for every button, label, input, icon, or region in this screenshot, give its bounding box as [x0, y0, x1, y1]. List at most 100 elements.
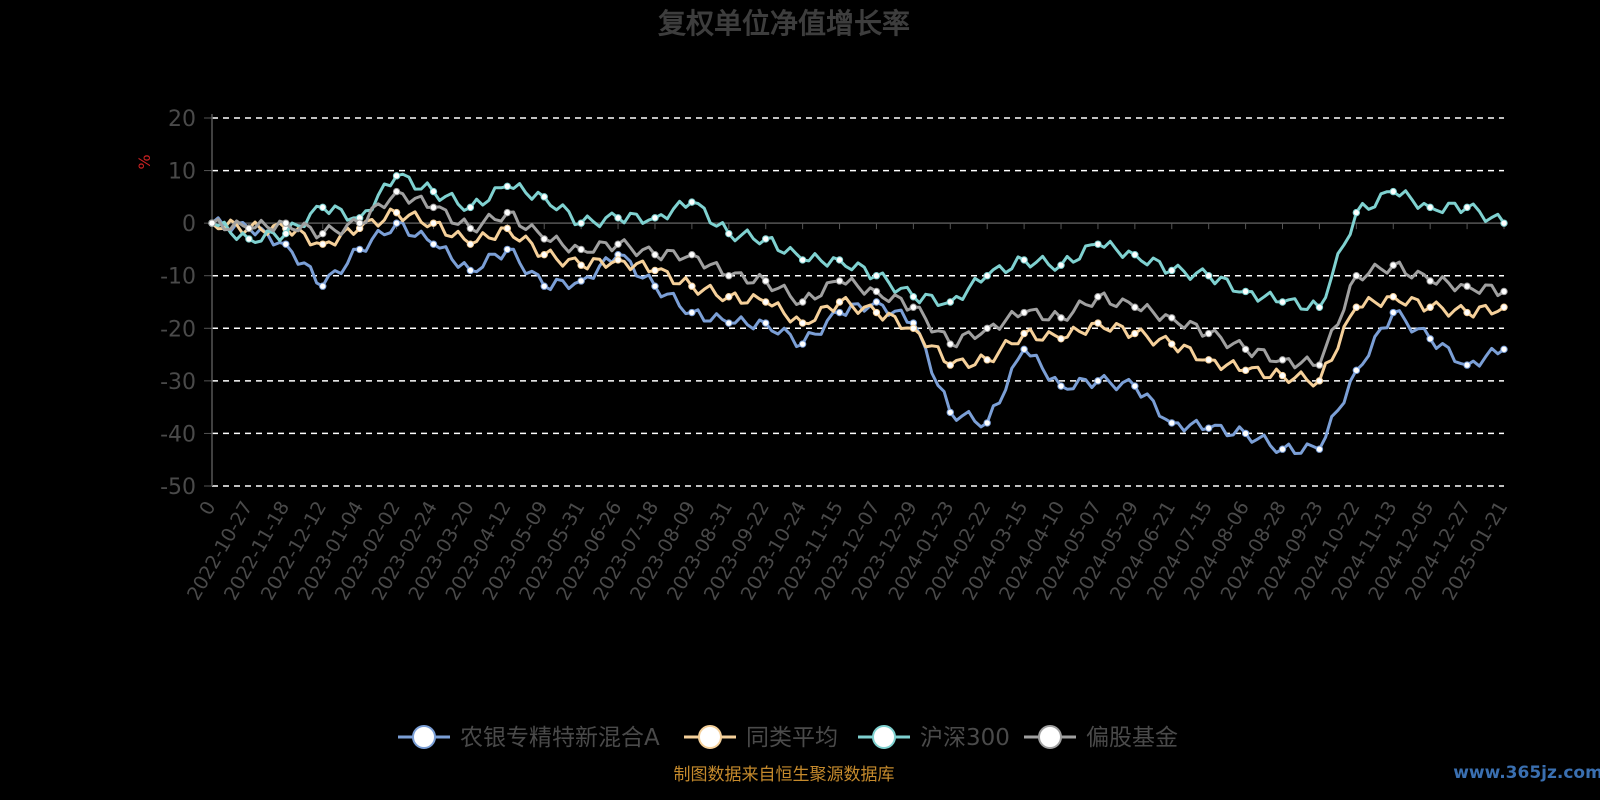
series-point[interactable] [355, 219, 364, 227]
series-point[interactable] [1500, 345, 1508, 354]
series-point[interactable] [1168, 340, 1176, 348]
series-point[interactable] [1057, 335, 1065, 343]
legend-item[interactable]: 农银专精特新混合A [398, 725, 660, 751]
series-point[interactable] [1389, 261, 1397, 269]
series-point[interactable] [208, 219, 216, 227]
legend[interactable]: 农银专精特新混合A 同类平均 沪深300 偏股基金 [398, 725, 1178, 751]
series-point[interactable] [651, 282, 659, 290]
series-point[interactable] [614, 214, 622, 222]
series-point[interactable] [946, 298, 954, 306]
series-point[interactable] [1352, 208, 1361, 217]
series-point[interactable] [1315, 377, 1324, 385]
series-point[interactable] [983, 324, 991, 332]
series-point[interactable] [1241, 287, 1250, 296]
series-point[interactable] [946, 361, 954, 369]
legend-item[interactable]: 沪深300 [858, 725, 1010, 751]
series-point[interactable] [282, 229, 290, 238]
series-point[interactable] [503, 208, 512, 217]
series-point[interactable] [614, 256, 622, 264]
series-point[interactable] [1463, 308, 1471, 317]
series-point[interactable] [466, 240, 475, 248]
series-point[interactable] [1500, 287, 1508, 296]
series-point[interactable] [577, 261, 585, 269]
series-point[interactable] [429, 219, 438, 227]
series-point[interactable] [872, 298, 881, 306]
series-point[interactable] [466, 203, 475, 212]
series-point[interactable] [688, 308, 696, 317]
series-point[interactable] [1094, 240, 1102, 248]
series-point[interactable] [798, 298, 807, 306]
series-point[interactable] [762, 277, 770, 285]
series-point[interactable] [651, 266, 659, 275]
series-point[interactable] [835, 308, 844, 317]
series-point[interactable] [1057, 261, 1065, 269]
series-point[interactable] [1463, 282, 1471, 290]
series-point[interactable] [1315, 361, 1324, 369]
series-point[interactable] [983, 419, 991, 427]
series-point[interactable] [1278, 356, 1287, 364]
series-point[interactable] [1389, 308, 1397, 317]
series-point[interactable] [1315, 445, 1324, 453]
series-point[interactable] [1131, 329, 1139, 338]
series-point[interactable] [651, 214, 659, 222]
series-point[interactable] [835, 256, 844, 264]
series-point[interactable] [909, 324, 918, 332]
legend-item[interactable]: 同类平均 [684, 725, 838, 751]
series-point[interactable] [688, 282, 696, 290]
series-point[interactable] [762, 298, 770, 306]
series-point[interactable] [245, 235, 253, 243]
series-point[interactable] [1500, 219, 1508, 227]
series-point[interactable] [1094, 319, 1102, 327]
series-point[interactable] [1500, 303, 1508, 311]
series-point[interactable] [946, 408, 954, 417]
series-point[interactable] [1020, 329, 1028, 338]
series-point[interactable] [319, 240, 327, 248]
series-point[interactable] [762, 319, 770, 327]
series-point[interactable] [282, 240, 290, 248]
series-point[interactable] [983, 356, 991, 364]
series-point[interactable] [1168, 266, 1176, 275]
series-point[interactable] [540, 193, 548, 201]
series-point[interactable] [725, 293, 733, 301]
series-point[interactable] [1463, 361, 1471, 369]
series-point[interactable] [1278, 298, 1287, 306]
series-point[interactable] [466, 266, 475, 275]
series-point[interactable] [1426, 203, 1434, 212]
series-point[interactable] [577, 245, 585, 254]
series-point[interactable] [651, 250, 659, 259]
series-point[interactable] [1463, 203, 1471, 212]
series-point[interactable] [540, 250, 548, 259]
series-point[interactable] [1020, 256, 1028, 264]
series-point[interactable] [835, 298, 844, 306]
series-point[interactable] [1426, 335, 1434, 343]
series-point[interactable] [392, 208, 401, 217]
series-point[interactable] [1057, 382, 1065, 390]
series-point[interactable] [392, 172, 401, 180]
series-point[interactable] [1426, 303, 1434, 311]
series-point[interactable] [1426, 277, 1434, 285]
series-point[interactable] [835, 277, 844, 285]
series-point[interactable] [1094, 293, 1102, 301]
series-point[interactable] [1241, 429, 1250, 438]
series-point[interactable] [1168, 314, 1176, 322]
series-point[interactable] [392, 219, 401, 227]
series-point[interactable] [319, 282, 327, 290]
series-point[interactable] [1352, 272, 1361, 280]
series-point[interactable] [1389, 293, 1397, 301]
series-point[interactable] [1278, 445, 1287, 453]
series-point[interactable] [503, 182, 512, 191]
series-point[interactable] [872, 272, 881, 280]
series-point[interactable] [946, 340, 954, 348]
series-point[interactable] [1389, 187, 1397, 196]
series-point[interactable] [429, 187, 438, 196]
series-point[interactable] [614, 240, 622, 248]
series-point[interactable] [1020, 308, 1028, 317]
series-point[interactable] [725, 272, 733, 280]
series-point[interactable] [1352, 366, 1361, 375]
series-point[interactable] [1094, 377, 1102, 385]
series-point[interactable] [1241, 345, 1250, 354]
series-point[interactable] [1131, 382, 1139, 390]
series-point[interactable] [1204, 329, 1213, 338]
series-point[interactable] [355, 245, 364, 254]
series-point[interactable] [503, 245, 512, 254]
